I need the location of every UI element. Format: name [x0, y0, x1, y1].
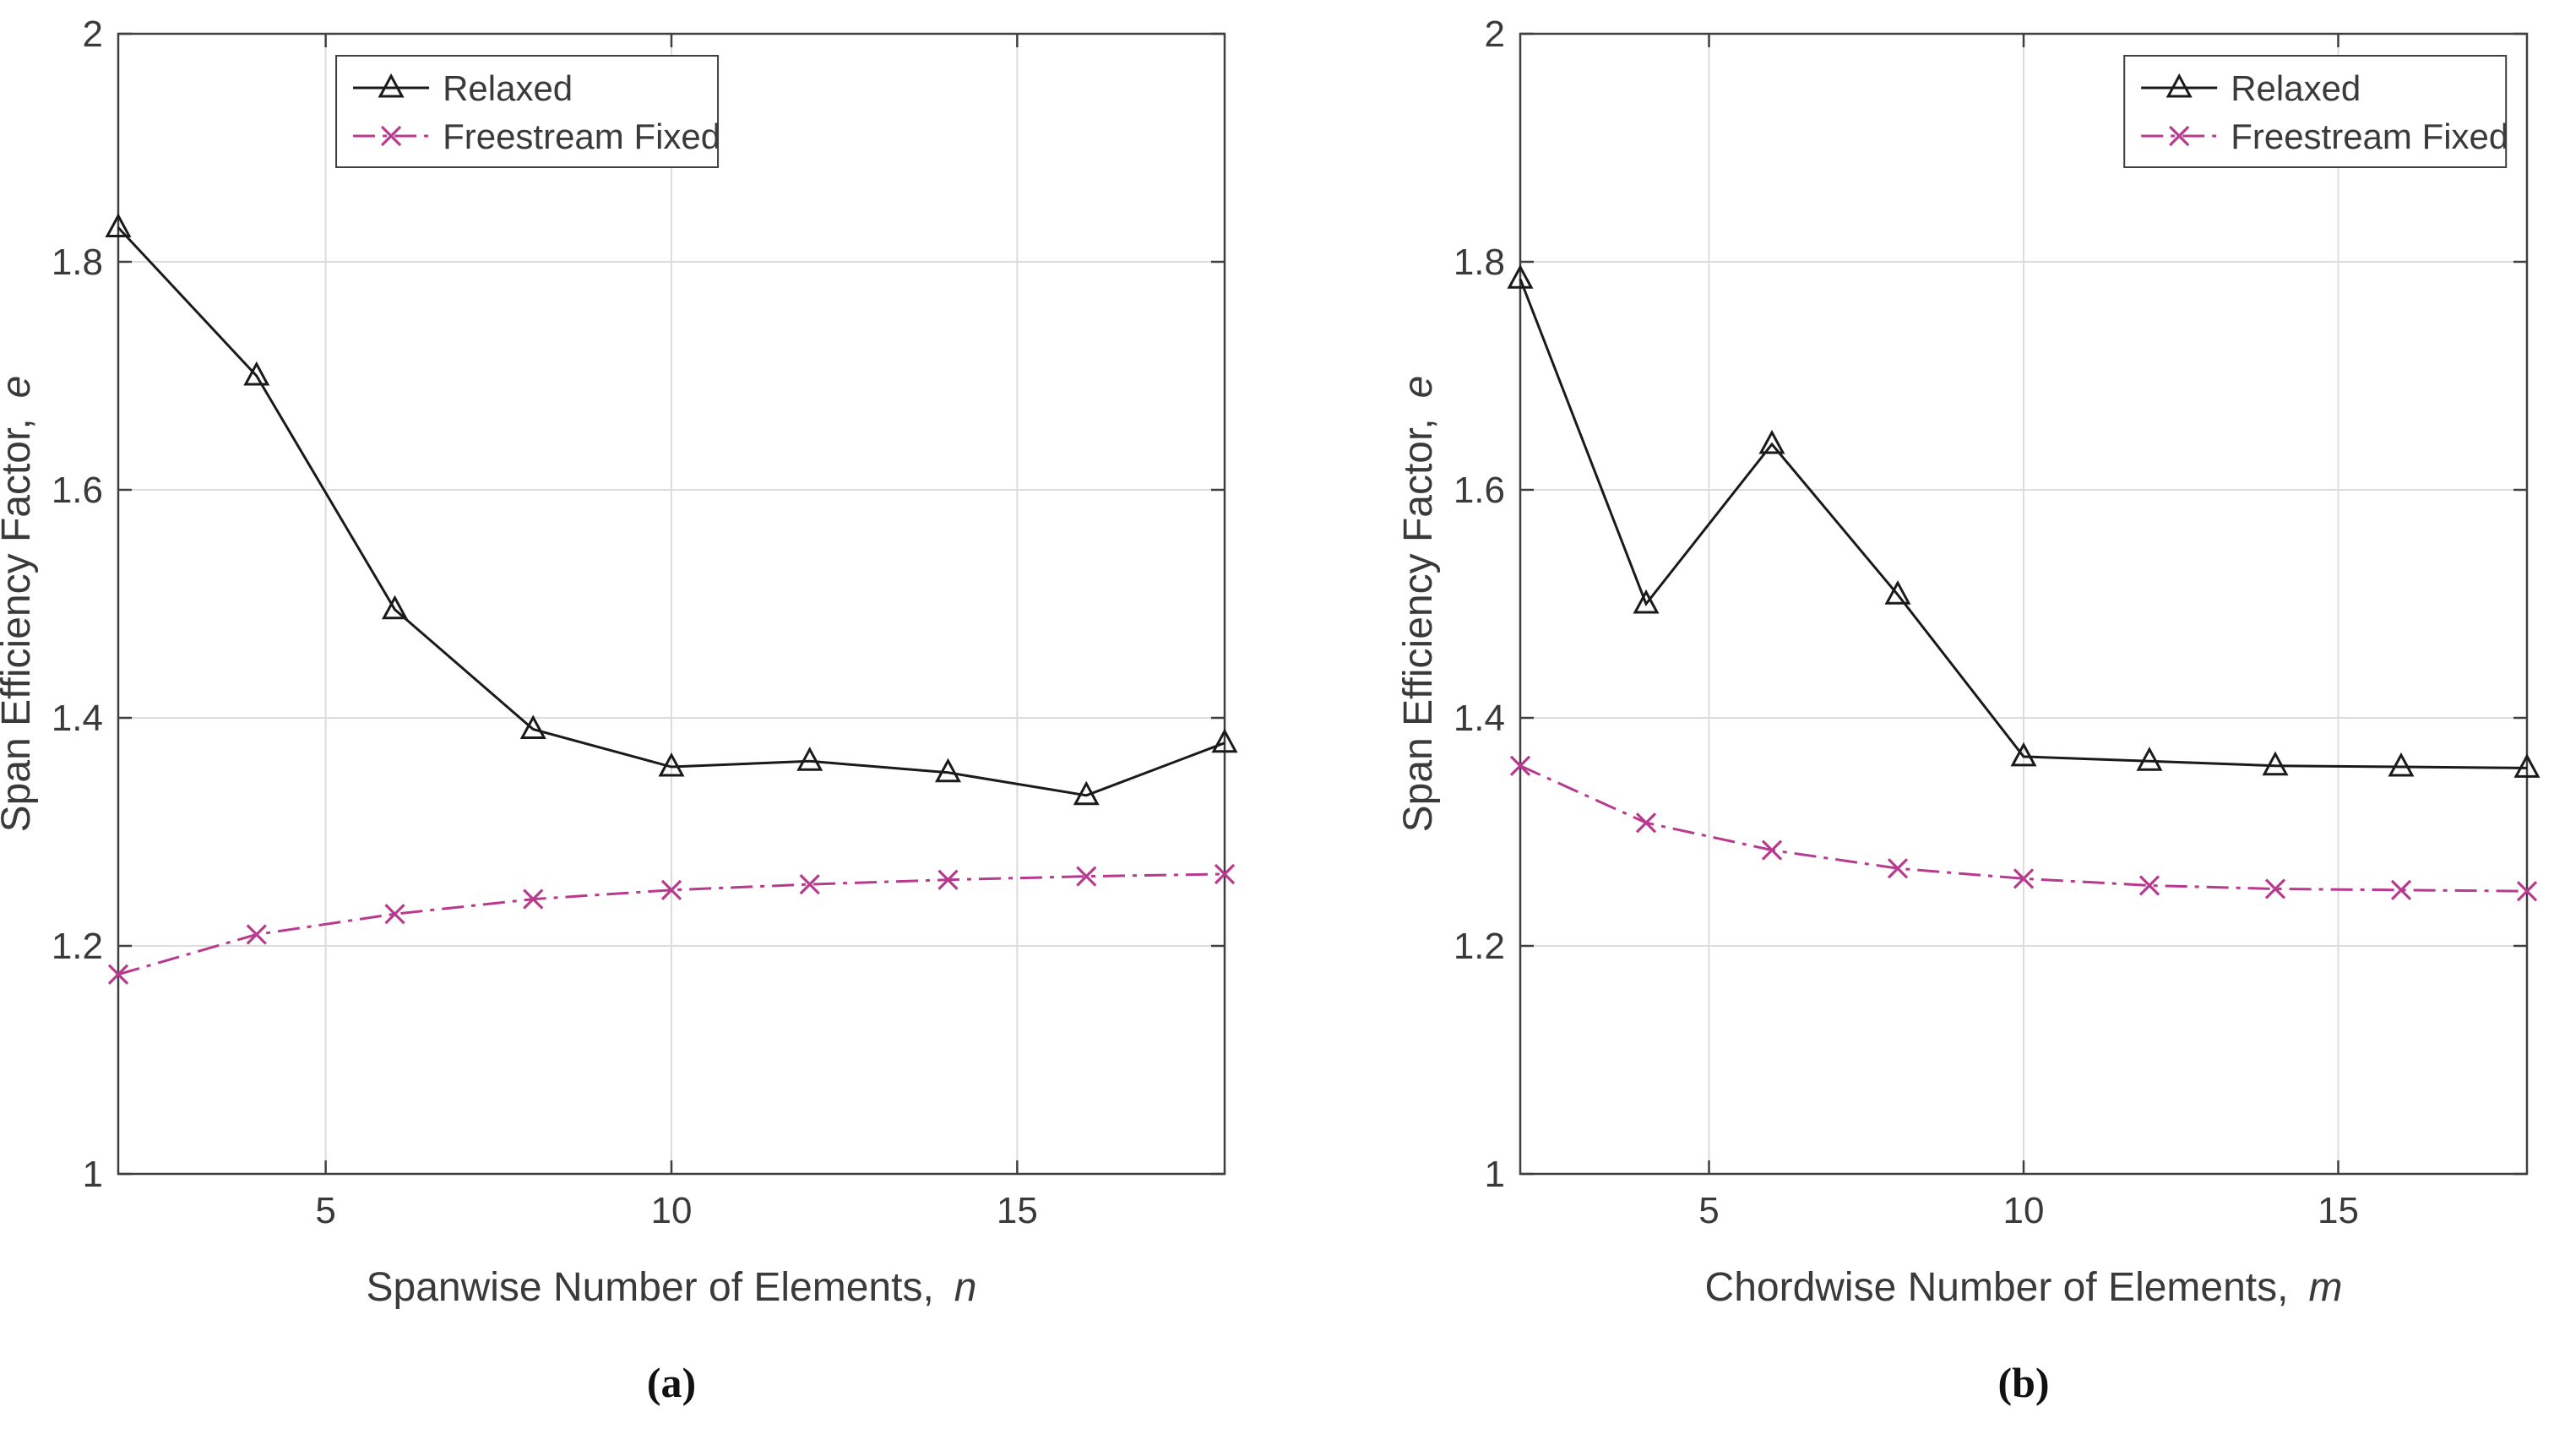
- series-freestream-fixed: [1509, 755, 2538, 902]
- chart-a: 5 10 15 1 1.2 1.4 1.6 1.8 2 Spanwise Number of El…: [0, 0, 1277, 1407]
- legend: Relaxed Freestream Fixed: [2123, 55, 2508, 168]
- y-tick-label: 1.2: [1454, 926, 1505, 967]
- chart-b-caption: (b): [1997, 1359, 2050, 1406]
- y-tick-label: 1.4: [52, 698, 103, 739]
- axes: 5 10 15 1 1.2 1.4 1.6 1.8 2: [52, 14, 1226, 1231]
- axes: 5 10 15 1 1.2 1.4 1.6 1.8 2: [1454, 14, 2529, 1231]
- y-axis-label: Span Efficiency Factor,e: [0, 376, 39, 833]
- legend: Relaxed Freestream Fixed: [335, 55, 720, 168]
- chart-b: 5 10 15 1 1.2 1.4 1.6 1.8 2 Chordwise Number of E…: [1277, 0, 2554, 1407]
- y-tick-label: 1.8: [52, 242, 103, 283]
- y-tick-label: 1.6: [1454, 470, 1505, 511]
- y-tick-label: 1.8: [1454, 242, 1505, 283]
- legend-entry-label: Relaxed: [443, 68, 573, 108]
- x-axis-label: Chordwise Number of Elements, m: [1705, 1265, 2343, 1310]
- series-freestream-fixed: [107, 863, 1236, 985]
- x-tick-label: 15: [2318, 1190, 2359, 1231]
- chart-a-caption: (a): [646, 1359, 697, 1406]
- x-tick-label: 10: [651, 1190, 693, 1231]
- y-tick-label: 1.2: [52, 926, 103, 967]
- x-tick-label: 10: [2003, 1190, 2045, 1231]
- series-relaxed: [1507, 264, 2540, 778]
- y-tick-label: 1.6: [52, 470, 103, 511]
- figure-panel: 5 10 15 1 1.2 1.4 1.6 1.8 2 Spanwise Number of El…: [0, 0, 2554, 1407]
- grid: [118, 33, 1225, 1175]
- chart-a-canvas: 5 10 15 1 1.2 1.4 1.6 1.8 2 Spanwise Number of El…: [0, 14, 1238, 1310]
- x-tick-label: 15: [997, 1190, 1038, 1231]
- x-axis-label: Spanwise Number of Elements, n: [366, 1265, 976, 1310]
- y-tick-label: 1.4: [1454, 698, 1505, 739]
- y-tick-label: 2: [1485, 14, 1505, 55]
- y-tick-label: 1: [1485, 1154, 1505, 1195]
- legend-entry-label: Freestream Fixed: [443, 117, 720, 156]
- x-tick-label: 5: [1698, 1190, 1719, 1231]
- x-tick-label: 5: [315, 1190, 335, 1231]
- legend-entry-label: Relaxed: [2231, 68, 2361, 108]
- grid: [1520, 33, 2527, 1175]
- y-axis-label: Span Efficiency Factor,e: [1396, 376, 1441, 833]
- y-tick-label: 1: [83, 1154, 103, 1195]
- series-relaxed: [105, 213, 1238, 806]
- chart-b-canvas: 5 10 15 1 1.2 1.4 1.6 1.8 2 Chordwise Number of E…: [1396, 14, 2540, 1310]
- legend-entry-label: Freestream Fixed: [2231, 117, 2508, 156]
- y-tick-label: 2: [83, 14, 103, 55]
